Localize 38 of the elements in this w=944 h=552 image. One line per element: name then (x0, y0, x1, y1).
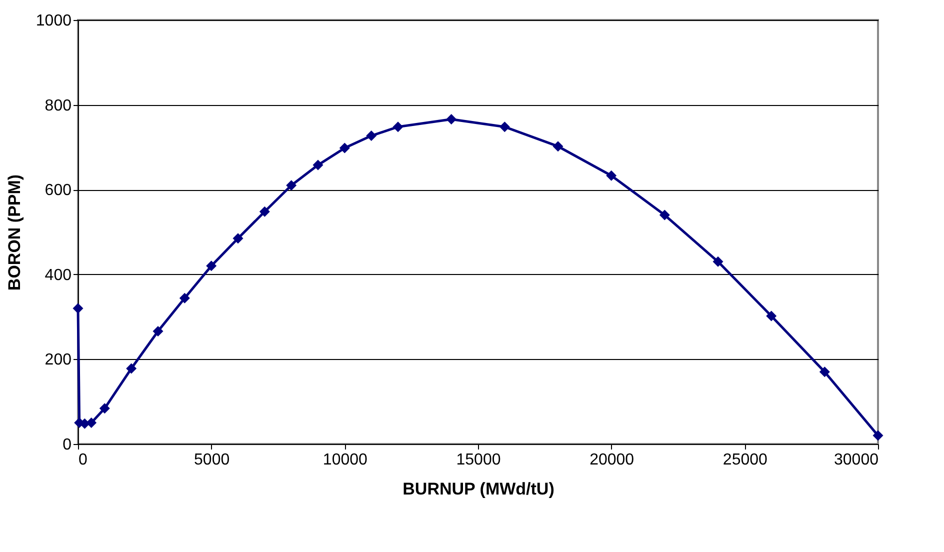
y-tick-label: 800 (44, 97, 72, 114)
point (72, 303, 84, 314)
point (392, 122, 404, 132)
y-tick-label: 200 (44, 352, 72, 369)
y-tick-label: 0 (62, 436, 72, 454)
point (366, 130, 377, 141)
point (259, 206, 270, 217)
point (286, 180, 297, 191)
point (446, 114, 457, 124)
point (232, 233, 244, 244)
y-tick-label: 600 (44, 182, 72, 200)
point (152, 326, 164, 336)
y-tick-label: 1000 (36, 12, 72, 30)
point (206, 260, 217, 272)
point (126, 363, 137, 374)
point (766, 310, 777, 322)
point (552, 141, 564, 152)
x-tick-label: 30000 (834, 452, 879, 468)
point (872, 430, 884, 441)
point (312, 160, 324, 170)
point (499, 122, 510, 132)
point (606, 170, 617, 181)
x-tick-label: 20000 (590, 452, 634, 468)
point (712, 256, 724, 267)
x-tick-label: 10000 (322, 452, 368, 468)
point (179, 292, 190, 304)
point (819, 366, 830, 378)
point (86, 418, 97, 428)
x-tick-label: 0 (78, 452, 88, 468)
point (99, 403, 110, 414)
point (339, 142, 350, 154)
y-tick-label: 400 (44, 266, 72, 284)
x-axis-title: BURNUP (MWd/tU) (402, 480, 554, 498)
x-tick-label: 25000 (722, 452, 768, 468)
x-tick-label: 15000 (456, 452, 501, 468)
y-axis-title: BORON (PPM) (4, 174, 24, 291)
point (659, 210, 670, 220)
x-tick-label: 5000 (194, 452, 230, 468)
